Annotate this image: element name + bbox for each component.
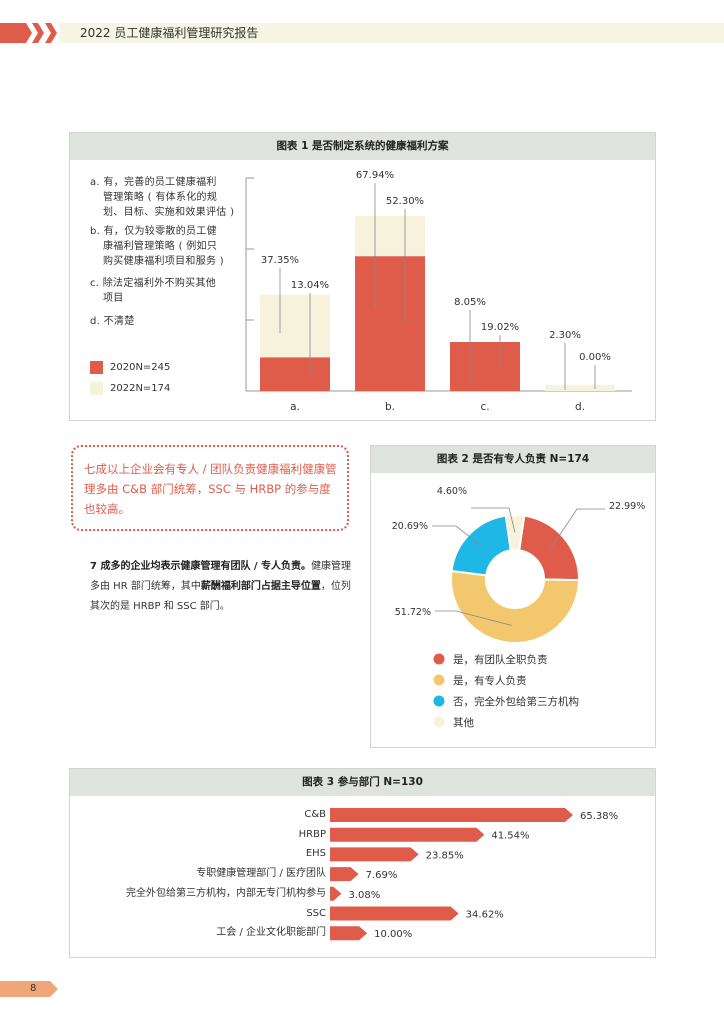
- desc-line: 管理策略 ( 有体系化的规: [103, 192, 218, 203]
- chart1-title: 图表 1 是否制定系统的健康福利方案: [70, 133, 655, 160]
- hbar-value-label: 23.85%: [426, 850, 464, 861]
- hbar: [330, 808, 573, 822]
- callout-box: [71, 445, 349, 531]
- x-tick-label: b.: [385, 401, 395, 413]
- data-label-2020: 52.30%: [386, 196, 424, 207]
- hbar: [330, 867, 359, 882]
- hbar-value-label: 34.62%: [466, 910, 504, 921]
- header-title: 2022 员工健康福利管理研究报告: [80, 26, 259, 40]
- para-bold-1: 7 成多的企业均表示健康管理有团队 / 专人负责。: [90, 561, 312, 572]
- chart1-desc-d: d. 不清楚: [90, 314, 135, 329]
- hbar-value-label: 41.54%: [491, 831, 529, 842]
- hbar-category-label: 专职健康管理部门 / 医疗团队: [196, 868, 326, 880]
- donut-leader: [550, 508, 605, 550]
- page-number-tab-icon: [0, 981, 58, 997]
- desc-line: 购买健康福利项目和服务 ): [103, 256, 224, 267]
- hbar: [330, 906, 459, 921]
- donut-label: 51.72%: [395, 607, 431, 618]
- donut-slice: [450, 569, 581, 644]
- chart2-title: 图表 2 是否有专人负责 N=174: [371, 446, 655, 473]
- data-label-2022: 67.94%: [356, 170, 394, 181]
- desc-line: 划、目标、实施和效果评估 ): [103, 207, 235, 218]
- header-band: [60, 23, 724, 43]
- legend-dot: [433, 716, 445, 728]
- desc-line: c. 除法定福利外不购买其他: [90, 278, 217, 289]
- donut-leader: [435, 610, 512, 626]
- body-paragraph: 7 成多的企业均表示健康管理有团队 / 专人负责。健康管理多由 HR 部门统筹，…: [90, 557, 352, 617]
- donut-leader: [432, 525, 483, 547]
- hbar-category-label: EHS: [305, 848, 326, 860]
- data-label-2020: 0.00%: [579, 352, 611, 363]
- legend-2022-swatch: [90, 382, 103, 395]
- bar-2022: [545, 385, 615, 391]
- chart3-title: 图表 3 参与部门 N=130: [70, 769, 655, 796]
- legend-2020-swatch: [90, 361, 103, 374]
- donut-slice: [518, 514, 580, 582]
- hbar: [330, 827, 485, 842]
- chart1-desc-b: b. 有，仅为较零散的员工健 康福利管理策略 ( 例如只 购买健康福利项目和服务…: [90, 224, 224, 269]
- hbar-category-label: HRBP: [298, 828, 326, 840]
- legend-label: 其他: [453, 716, 474, 729]
- legend-dot: [433, 653, 445, 665]
- legend-label: 是，有团队全职负责: [453, 653, 548, 666]
- x-tick-label: c.: [480, 401, 489, 413]
- bar-2020: [355, 256, 425, 391]
- chart1-desc-a: a. 有，完善的员工健康福利 管理策略 ( 有体系化的规 划、目标、实施和效果评…: [90, 175, 234, 220]
- hbar: [330, 926, 368, 941]
- para-text-2: ，位列其次的是 HRBP 和 SSC 部门。: [90, 581, 351, 612]
- donut-slice: [504, 514, 526, 552]
- hbar-value-label: 65.38%: [580, 811, 618, 822]
- chart2-plot: 22.99% 51.72% 20.69% 4.60% 是，有团队全职负责是，有专人负责否…: [392, 486, 645, 729]
- hbar-value-label: 10.00%: [374, 929, 412, 940]
- para-bold-2: 薪酬福利部门占据主导位置: [200, 581, 321, 592]
- data-label-2022: 8.05%: [454, 297, 486, 308]
- legend-2022-label: 2022N=174: [110, 383, 171, 394]
- donut-leader: [471, 507, 516, 533]
- hbar-category-label: SSC: [306, 907, 326, 919]
- legend-dot: [433, 674, 445, 686]
- chart1-plot: 37.35% 13.04% a. 67.94% 52.30% b. 8.05% 19.02% c…: [245, 170, 632, 413]
- hbar-category-label: 工会 / 企业文化职能部门: [216, 927, 326, 939]
- donut-label: 20.69%: [392, 521, 428, 532]
- desc-line: 项目: [103, 293, 124, 304]
- data-label-2022: 2.30%: [549, 330, 581, 341]
- para-text-1: 健康管理多由 HR 部门统筹，其中: [90, 561, 352, 592]
- hbar: [330, 847, 419, 862]
- hbar: [330, 886, 342, 901]
- data-label-2022: 37.35%: [261, 255, 299, 266]
- header-chevrons-icon: [0, 23, 57, 43]
- desc-line: b. 有，仅为较零散的员工健: [90, 226, 217, 237]
- desc-line: a. 有，完善的员工健康福利: [90, 177, 217, 188]
- hbar-category-label: C&B: [304, 809, 326, 820]
- data-label-2020: 19.02%: [481, 322, 519, 333]
- chart3-plot: 65.38% 41.54% 23.85% 7.69% 3.08% 34.62% 10.00%: [330, 808, 618, 941]
- page-number: 8: [30, 983, 37, 994]
- desc-line: 康福利管理策略 ( 例如只: [103, 241, 218, 252]
- chart1-desc-c: c. 除法定福利外不购买其他 项目: [90, 276, 216, 306]
- hbar-value-label: 7.69%: [366, 870, 398, 881]
- hbar-category-label: 完全外包给第三方机构，内部无专门机构参与: [126, 887, 326, 899]
- data-label-2020: 13.04%: [291, 280, 329, 291]
- desc-line: d. 不清楚: [90, 316, 135, 327]
- bar-2020: [450, 342, 520, 391]
- legend-dot: [433, 695, 445, 707]
- x-tick-label: a.: [290, 401, 300, 413]
- chart2-panel: 图表 2 是否有专人负责 N=174: [370, 445, 656, 748]
- callout-text: 七成以上企业会有专人 / 团队负责健康福利健康管理多由 C&B 部门统筹，SSC…: [84, 462, 337, 516]
- hbar-value-label: 3.08%: [348, 890, 380, 901]
- donut-label: 4.60%: [437, 486, 467, 497]
- chart3-panel: 图表 3 参与部门 N=130: [69, 768, 656, 958]
- x-tick-label: d.: [575, 401, 585, 413]
- legend-label: 是，有专人负责: [453, 674, 527, 687]
- bar-2020: [260, 357, 330, 391]
- donut-label: 22.99%: [609, 501, 645, 512]
- legend-2020-label: 2020N=245: [110, 362, 171, 373]
- legend-label: 否，完全外包给第三方机构: [453, 695, 579, 708]
